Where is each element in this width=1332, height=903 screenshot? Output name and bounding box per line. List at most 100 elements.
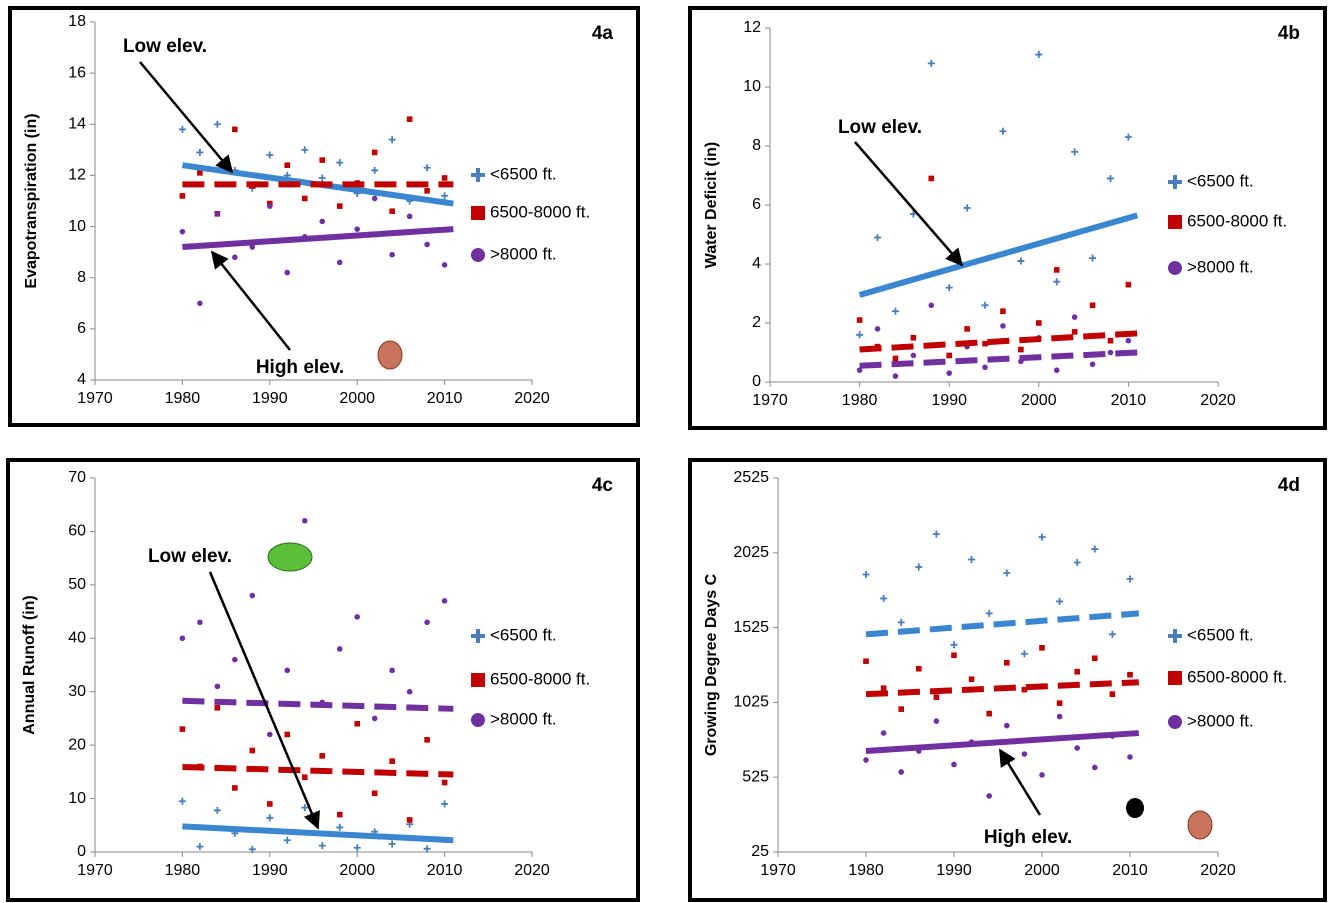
x-tick-label: 2010 — [1111, 392, 1147, 409]
legend-label: <6500 ft. — [1187, 625, 1254, 644]
trend-line — [858, 212, 1139, 298]
point — [389, 667, 395, 674]
trend-line — [859, 349, 1138, 369]
y-tick-label: 6 — [752, 196, 761, 213]
point — [284, 269, 291, 276]
y-tick-label: 10 — [743, 78, 761, 95]
y-tick-label: 60 — [68, 523, 86, 540]
point — [283, 836, 291, 844]
point — [197, 300, 203, 307]
point — [301, 804, 309, 812]
point — [423, 164, 431, 172]
x-tick-label: 1980 — [165, 390, 201, 407]
point — [1089, 254, 1097, 262]
legend-marker — [471, 713, 485, 727]
y-tick-label: 8 — [752, 137, 761, 154]
point — [1107, 349, 1114, 356]
point — [1091, 545, 1099, 553]
point — [986, 710, 992, 717]
point — [371, 166, 379, 174]
point — [196, 843, 204, 851]
point — [951, 761, 957, 768]
point — [1035, 51, 1043, 59]
point — [179, 635, 186, 642]
point — [1053, 367, 1060, 374]
point — [1053, 278, 1061, 286]
point — [267, 801, 273, 807]
x-tick-label: 2000 — [1024, 862, 1060, 879]
point — [963, 204, 971, 212]
x-tick-label: 1980 — [165, 862, 201, 879]
point — [986, 793, 992, 799]
point — [319, 157, 326, 163]
panel-border — [688, 458, 1327, 902]
point — [213, 120, 221, 128]
trend-line — [865, 610, 1140, 638]
y-axis-title: Annual Runoff (in) — [21, 595, 38, 735]
point — [915, 563, 923, 571]
legend-marker — [1168, 671, 1182, 685]
legend-label: >8000 ft. — [1187, 257, 1254, 276]
point — [880, 685, 887, 691]
point — [406, 688, 413, 695]
point — [874, 326, 881, 332]
point — [863, 658, 869, 665]
point — [179, 726, 186, 732]
point — [946, 370, 952, 376]
point — [1018, 346, 1024, 353]
point — [301, 517, 308, 524]
point — [388, 136, 396, 144]
legend-marker — [471, 168, 485, 182]
point — [354, 720, 360, 727]
point — [1020, 650, 1028, 658]
point — [354, 614, 361, 620]
point — [371, 149, 378, 156]
point — [248, 845, 256, 853]
point — [1127, 671, 1133, 678]
point — [1004, 722, 1010, 729]
point — [856, 317, 863, 323]
legend-label: 6500-8000 ft. — [490, 669, 590, 688]
point — [862, 570, 870, 578]
trend-line — [182, 226, 454, 251]
point — [354, 226, 361, 232]
point — [863, 757, 869, 763]
point — [891, 307, 899, 315]
point — [928, 302, 935, 309]
point — [1021, 751, 1028, 757]
point — [964, 326, 970, 332]
point — [179, 228, 186, 235]
legend-label: 6500-8000 ft. — [1187, 211, 1287, 230]
y-tick-label: 10 — [68, 790, 86, 807]
legend-marker — [471, 248, 485, 262]
point — [968, 676, 975, 683]
y-tick-label: 0 — [77, 843, 86, 860]
x-tick-label: 2020 — [1200, 392, 1236, 409]
point — [1004, 659, 1010, 666]
y-tick-label: 10 — [68, 218, 86, 235]
point — [406, 817, 413, 823]
point — [389, 251, 395, 258]
point — [319, 218, 326, 225]
annotation-arrow — [208, 571, 320, 830]
point — [389, 208, 395, 215]
point — [945, 284, 953, 292]
y-tick-label: 40 — [68, 630, 86, 647]
x-tick-label: 1970 — [77, 390, 113, 407]
x-tick-label: 1990 — [252, 862, 288, 879]
trend-line — [865, 730, 1139, 755]
x-tick-label: 2020 — [1200, 862, 1236, 879]
point — [999, 127, 1007, 135]
point — [1071, 329, 1078, 335]
x-tick-label: 1970 — [760, 862, 796, 879]
panel-title: 4a — [592, 23, 614, 44]
point — [946, 352, 952, 359]
point — [856, 331, 864, 339]
y-tick-label: 525 — [742, 768, 769, 785]
point — [1106, 174, 1114, 182]
point — [856, 367, 863, 374]
point — [179, 193, 186, 199]
point — [880, 730, 887, 736]
annotation-arrow — [854, 141, 964, 267]
